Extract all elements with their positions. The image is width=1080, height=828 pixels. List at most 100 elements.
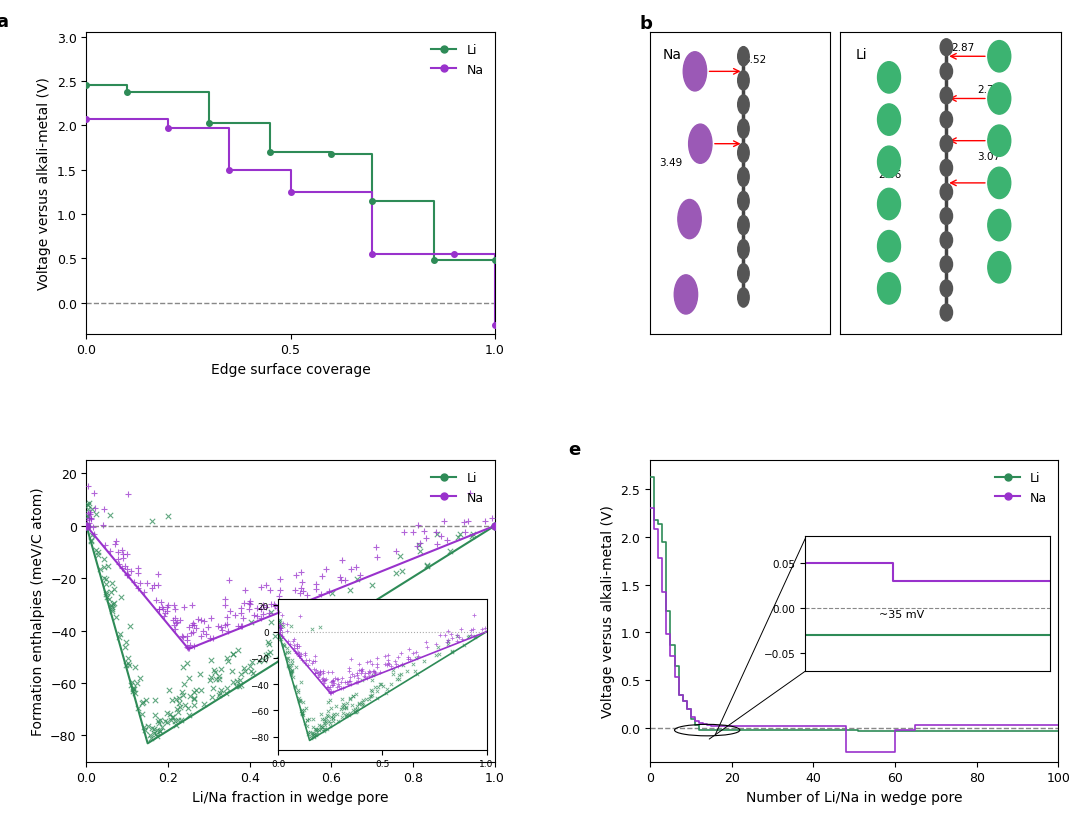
Circle shape [941,112,953,129]
Point [80,498,97,512]
Point [253,580,270,594]
Point [245,667,262,680]
Point [435,514,453,527]
Point [126,686,144,700]
Point [226,609,243,622]
Point [113,561,131,575]
Point [219,654,237,667]
Point [417,532,434,546]
Point [103,600,120,614]
Text: 2.86: 2.86 [878,170,901,180]
Point [259,635,276,648]
Point [122,620,139,633]
Point [210,620,227,633]
Point [175,661,192,674]
Point [243,615,260,628]
Circle shape [738,168,750,187]
Circle shape [988,168,1011,200]
Point [150,568,167,581]
Circle shape [878,231,901,262]
Point [231,673,248,686]
Point [166,612,184,625]
Point [242,660,259,673]
Point [237,584,254,597]
Point [234,612,252,625]
Point [118,658,135,672]
Point [80,480,97,493]
Point [97,578,114,591]
Point [200,620,217,633]
Circle shape [941,209,953,225]
Point [151,714,168,727]
Text: a: a [0,13,9,31]
Point [225,647,242,661]
Point [192,614,210,627]
Circle shape [941,233,953,249]
Point [267,630,284,643]
Point [213,684,230,697]
Point [80,507,97,520]
Point [272,572,289,585]
Point [157,715,174,728]
Text: 2.87: 2.87 [950,43,974,53]
Point [166,602,184,615]
Point [321,585,338,598]
Point [124,681,141,695]
Point [451,528,469,542]
Point [253,603,270,616]
Circle shape [738,216,750,235]
Circle shape [678,200,701,239]
Text: 3.49: 3.49 [659,157,683,167]
Point [283,627,300,640]
X-axis label: Number of Li/Na in wedge pore: Number of Li/Na in wedge pore [746,790,962,804]
Point [206,665,224,678]
Point [143,721,160,734]
Point [164,710,181,724]
Point [185,686,202,699]
Point [134,696,151,710]
Point [158,707,175,720]
Circle shape [878,189,901,220]
Point [195,614,213,628]
Point [244,656,261,669]
Circle shape [941,185,953,201]
Circle shape [738,192,750,211]
Point [185,619,202,632]
Point [235,596,253,609]
Point [191,668,208,681]
Point [168,615,186,628]
Point [166,619,184,632]
Point [463,530,481,543]
Circle shape [941,305,953,321]
Point [120,659,137,672]
Point [99,560,117,573]
Point [334,554,351,567]
Point [184,619,201,632]
Point [202,654,219,667]
Point [257,648,274,662]
X-axis label: Edge surface coverage: Edge surface coverage [211,363,370,377]
Point [483,512,500,525]
Circle shape [941,136,953,153]
Text: Li: Li [856,48,867,62]
Point [82,508,99,521]
Point [410,537,428,550]
Point [222,665,240,678]
Point [213,620,230,633]
Legend: Li, Na: Li, Na [990,467,1052,509]
Circle shape [941,257,953,273]
Circle shape [988,253,1011,284]
Point [207,672,225,686]
Point [311,614,328,628]
Circle shape [738,144,750,163]
Point [410,539,428,552]
Point [258,600,275,614]
Point [119,657,136,670]
Point [143,731,160,744]
Point [148,724,165,737]
Point [103,586,120,599]
Point [146,722,163,735]
Point [266,598,283,611]
Point [298,589,315,602]
Point [240,596,257,609]
